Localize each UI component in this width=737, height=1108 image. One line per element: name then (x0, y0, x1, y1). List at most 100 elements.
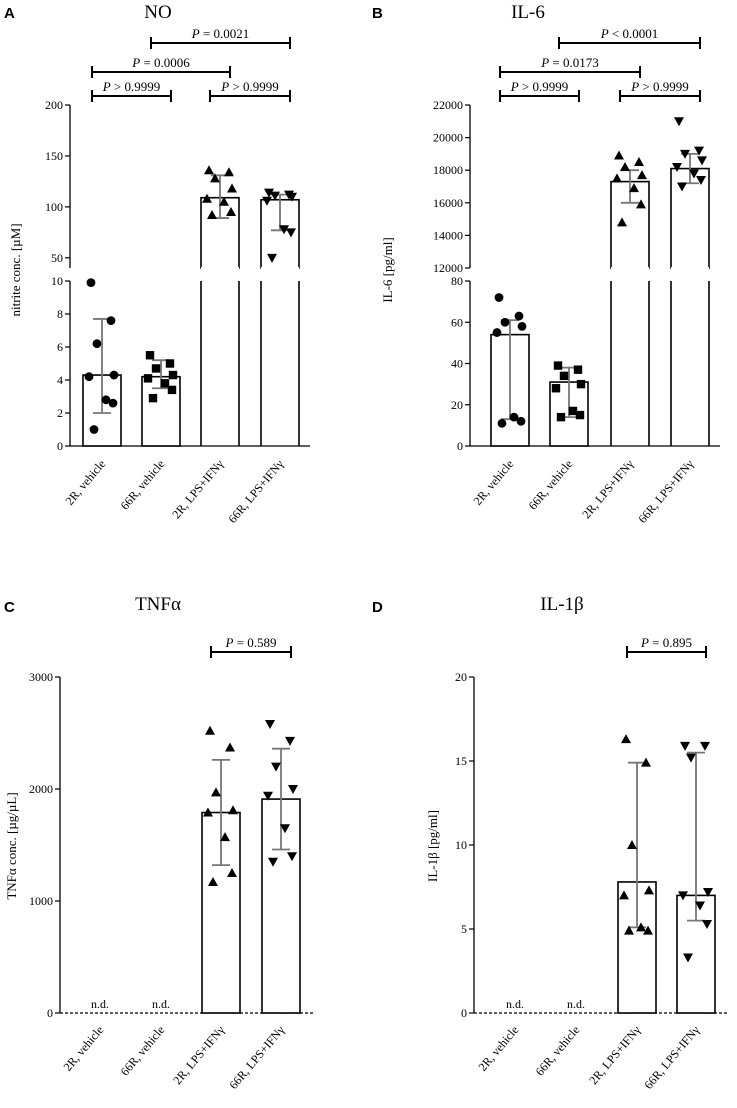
data-point (89, 425, 99, 434)
category-label: 66R, vehicle (118, 1023, 168, 1078)
data-point (288, 785, 298, 794)
y-tick-label: 12000 (433, 261, 463, 275)
data-point (551, 384, 561, 393)
bar-group (141, 351, 181, 447)
significance-bracket: P > 0.9999 (619, 79, 701, 102)
significance-bracket: P > 0.9999 (209, 79, 291, 102)
category-label: 2R, vehicle (475, 1023, 521, 1074)
data-point (148, 393, 158, 403)
bar-group (82, 278, 122, 447)
y-tick-label: 14000 (433, 228, 463, 242)
y-tick-label: 50 (51, 251, 63, 265)
data-point (677, 182, 687, 192)
category-label: 2R, LPS+IFNγ (579, 456, 637, 521)
bar-group (670, 117, 710, 446)
y-tick-label: 0 (461, 1006, 467, 1020)
data-point (285, 736, 295, 746)
data-point (167, 385, 177, 395)
y-tick-label: 8 (57, 307, 63, 321)
y-tick-label: 18000 (433, 163, 463, 177)
data-point (568, 406, 578, 416)
data-point (700, 741, 710, 751)
data-point (492, 328, 502, 337)
data-point (672, 162, 682, 172)
chart-title: IL-6 (511, 2, 545, 23)
data-point (509, 412, 519, 422)
data-point (263, 791, 273, 801)
y-tick-label: 2000 (29, 782, 53, 796)
data-point (686, 753, 696, 763)
data-point (262, 196, 272, 206)
data-point (219, 196, 229, 206)
data-point (84, 372, 94, 382)
significance-bracket: P = 0.0173 (499, 55, 641, 78)
data-point (265, 720, 275, 730)
data-point (621, 734, 631, 744)
data-point (494, 293, 504, 302)
not-detected-label: n.d. (152, 997, 170, 1011)
data-point (702, 919, 712, 929)
category-label: 2R, LPS+IFNγ (170, 1022, 228, 1087)
p-value-label: P = 0.589 (224, 635, 276, 650)
data-point (636, 199, 646, 209)
data-point (689, 169, 699, 179)
bar-group (260, 188, 300, 446)
y-tick-label: 0 (457, 439, 463, 453)
bar-group (617, 734, 657, 1014)
bar (261, 798, 301, 1014)
data-point (203, 807, 213, 817)
data-point (644, 885, 654, 895)
panel-letter: A (4, 5, 15, 22)
data-point (683, 953, 693, 963)
data-point (553, 361, 563, 370)
data-point (614, 150, 624, 160)
data-point (637, 170, 647, 180)
data-point (636, 922, 646, 932)
y-tick-label: 20 (455, 670, 467, 684)
bar-group: n.d. (152, 997, 170, 1011)
bar-group: n.d. (91, 997, 109, 1011)
p-value-label: P = 0.0173 (540, 55, 599, 70)
y-tick-label: 20000 (433, 131, 463, 145)
data-point (703, 888, 713, 898)
y-tick-label: 5 (461, 922, 467, 936)
bar (670, 167, 710, 269)
p-value-label: P > 0.9999 (102, 79, 161, 94)
data-point (204, 165, 214, 175)
data-point (160, 379, 170, 388)
y-tick-label: 4 (57, 373, 63, 387)
data-point (559, 371, 569, 381)
chart-title: NO (144, 2, 171, 23)
category-label: 66R, vehicle (533, 1023, 583, 1078)
y-tick-label: 10 (455, 838, 467, 852)
data-point (226, 206, 236, 216)
data-point (617, 217, 627, 227)
data-point (202, 193, 212, 203)
y-tick-label: 0 (57, 439, 63, 453)
category-label: 66R, LPS+IFNγ (635, 456, 696, 525)
data-point (576, 379, 586, 389)
y-tick-label: 40 (451, 357, 463, 371)
data-point (86, 278, 96, 288)
data-point (517, 321, 527, 331)
bar-group: n.d. (567, 997, 585, 1011)
category-label: 2R, LPS+IFNγ (586, 1022, 644, 1087)
data-point (280, 824, 290, 834)
y-tick-label: 16000 (433, 196, 463, 210)
bar-group (261, 720, 301, 1014)
category-label: 2R, vehicle (60, 1023, 106, 1074)
data-point (624, 925, 634, 935)
data-point (286, 228, 296, 238)
data-point (634, 157, 644, 167)
y-tick-label: 150 (45, 149, 63, 163)
data-point (227, 868, 237, 877)
category-label: 2R, LPS+IFNγ (169, 456, 227, 521)
data-point (220, 832, 230, 842)
panel-c: C TNFα TNFα conc. [µg/µL] 0 1000 2000 3000 n.d.… (4, 594, 313, 1092)
category-label: 66R, vehicle (526, 457, 576, 512)
data-point (208, 876, 218, 886)
y-tick-label: 1000 (29, 894, 53, 908)
data-point (620, 161, 630, 171)
